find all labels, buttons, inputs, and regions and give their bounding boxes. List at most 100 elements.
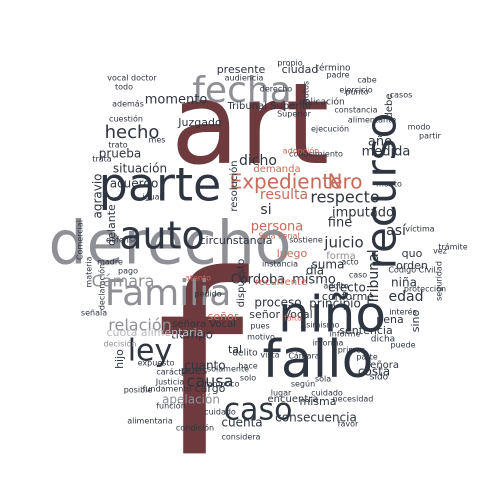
cloud-word: Tribunal [366, 249, 382, 305]
cloud-word: ejercicio [339, 86, 372, 95]
cloud-word: si [260, 202, 271, 218]
cloud-word: hecho [105, 122, 160, 143]
cloud-word: Cámara [92, 272, 155, 291]
cloud-word: pues [181, 364, 208, 377]
cloud-word: partir [419, 132, 442, 141]
cloud-word: demanda [253, 164, 300, 175]
cloud-word: juicio [323, 234, 363, 252]
cloud-word: cuidado [311, 389, 343, 398]
cloud-word: recurso [357, 113, 406, 270]
cloud-word: consecuencia [275, 411, 357, 425]
cloud-word: decisión [104, 339, 137, 349]
cloud-word: según [291, 380, 315, 389]
cloud-word: ciudad [282, 63, 319, 76]
cloud-word: recurrente [255, 277, 307, 288]
cloud-word: adulto [323, 282, 348, 291]
cloud-word: día [306, 264, 324, 278]
cloud-word: fine [328, 216, 352, 231]
cloud-word: imputado [332, 206, 394, 221]
cloud-word: quo [402, 247, 423, 260]
cloud-word: fundamento [143, 385, 192, 394]
cloud-word: agravio [91, 173, 105, 218]
cloud-word: Asimismo [301, 321, 340, 330]
cloud-word: Expediente [230, 170, 343, 194]
cloud-word: sola [315, 375, 331, 384]
cloud-word: resolución [228, 160, 240, 211]
cloud-word: todo [115, 83, 133, 92]
cloud-word: auto [119, 214, 205, 258]
cloud-word: pago [118, 267, 138, 276]
cloud-word: mismo [292, 273, 336, 288]
cloud-word: señala [81, 309, 107, 318]
cloud-word: resulta [260, 187, 308, 203]
cloud-word: tal [228, 343, 242, 356]
cloud-word: tiempo [171, 328, 213, 342]
cloud-word: modo [408, 123, 431, 132]
cloud-word: trata [92, 155, 111, 164]
cloud-word: conocimiento [289, 150, 343, 159]
cloud-word: dispuesto [236, 259, 247, 307]
cloud-word: prueba [99, 147, 142, 161]
cloud-word: mes [149, 136, 166, 145]
cloud-word: derecho [260, 85, 293, 94]
cloud-word: madre [97, 258, 123, 267]
cloud-word: además [112, 100, 144, 109]
cloud-word: audiencia [225, 74, 264, 83]
cloud-word: punto [345, 88, 368, 97]
cloud-word: orden [396, 259, 428, 272]
cloud-word: ley [128, 334, 173, 369]
cloud-word: atento [185, 274, 211, 283]
cloud-word: víctima [405, 225, 435, 234]
cloud-word: solamente [207, 365, 249, 374]
cloud-word: acuerdo [110, 177, 159, 191]
cloud-word: parte [356, 353, 377, 362]
cloud-word: Nro [328, 170, 363, 194]
cloud-word: así [386, 223, 407, 239]
cloud-word: encuentra [268, 394, 319, 405]
word-group: artfderechopartefechaFamiliafalloniñorec… [49, 59, 468, 504]
cloud-word: lugar [271, 389, 292, 398]
cloud-word: luego [277, 247, 308, 260]
cloud-word: hijo [113, 349, 126, 369]
cloud-word: propio [277, 59, 302, 68]
cloud-word: Córdoba [231, 273, 286, 288]
cloud-word: Superior [277, 110, 312, 119]
cloud-word: puede [390, 341, 415, 350]
cloud-word: suma [312, 258, 345, 272]
cloud-word: tampoco [204, 380, 239, 389]
cloud-word: ejecución [311, 124, 349, 134]
cloud-word: alimentaria [127, 417, 173, 426]
cloud-word: caso [224, 393, 293, 428]
cloud-word: misma [300, 395, 337, 408]
cloud-word: delante [105, 204, 118, 246]
cloud-word: cuenta [221, 416, 262, 430]
cloud-word: fallo [263, 330, 374, 390]
cloud-word: fecha [192, 70, 292, 111]
cloud-word: parte [99, 158, 222, 212]
cloud-word: carácter [156, 368, 190, 377]
cloud-word: niño [278, 286, 386, 344]
cloud-word: derecho [49, 209, 292, 279]
cloud-word: art [171, 60, 330, 190]
cloud-word: cuanto [184, 359, 225, 373]
cloud-word: primer [338, 346, 365, 355]
cloud-word: respecto [310, 188, 379, 207]
cloud-word: persona [251, 220, 304, 235]
cloud-word: favor [338, 420, 359, 429]
cloud-word: casos [390, 91, 413, 100]
cloud-word: cabe [357, 76, 376, 85]
cloud-word: f [156, 221, 249, 504]
cloud-word: falta [284, 314, 302, 323]
cloud-word: hace [238, 362, 257, 371]
cloud-word: posible [124, 386, 153, 395]
cloud-word: señor [208, 310, 239, 323]
cloud-word: protección [404, 284, 446, 294]
cloud-word: sido [370, 373, 389, 383]
cloud-word: instancia [262, 260, 298, 269]
cloud-word: materia [85, 256, 94, 287]
cloud-word: considera [222, 433, 261, 442]
cloud-word: cargo [195, 382, 226, 395]
cloud-word: debe [384, 94, 395, 119]
cloud-word: Sala Penal [258, 232, 299, 241]
